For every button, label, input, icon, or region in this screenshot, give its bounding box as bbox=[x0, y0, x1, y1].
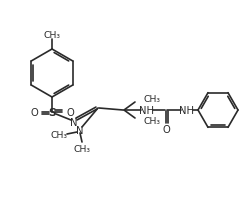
Text: NH: NH bbox=[178, 105, 194, 115]
Text: CH₃: CH₃ bbox=[74, 145, 90, 154]
Text: CH₃: CH₃ bbox=[50, 131, 68, 140]
Text: NH: NH bbox=[138, 105, 154, 115]
Text: CH₃: CH₃ bbox=[144, 95, 161, 104]
Text: CH₃: CH₃ bbox=[144, 117, 161, 126]
Text: O: O bbox=[30, 108, 38, 117]
Text: N: N bbox=[76, 125, 84, 135]
Text: O: O bbox=[162, 124, 170, 134]
Text: CH₃: CH₃ bbox=[44, 30, 60, 39]
Text: O: O bbox=[66, 108, 74, 117]
Text: S: S bbox=[48, 108, 56, 117]
Text: N: N bbox=[70, 117, 78, 127]
